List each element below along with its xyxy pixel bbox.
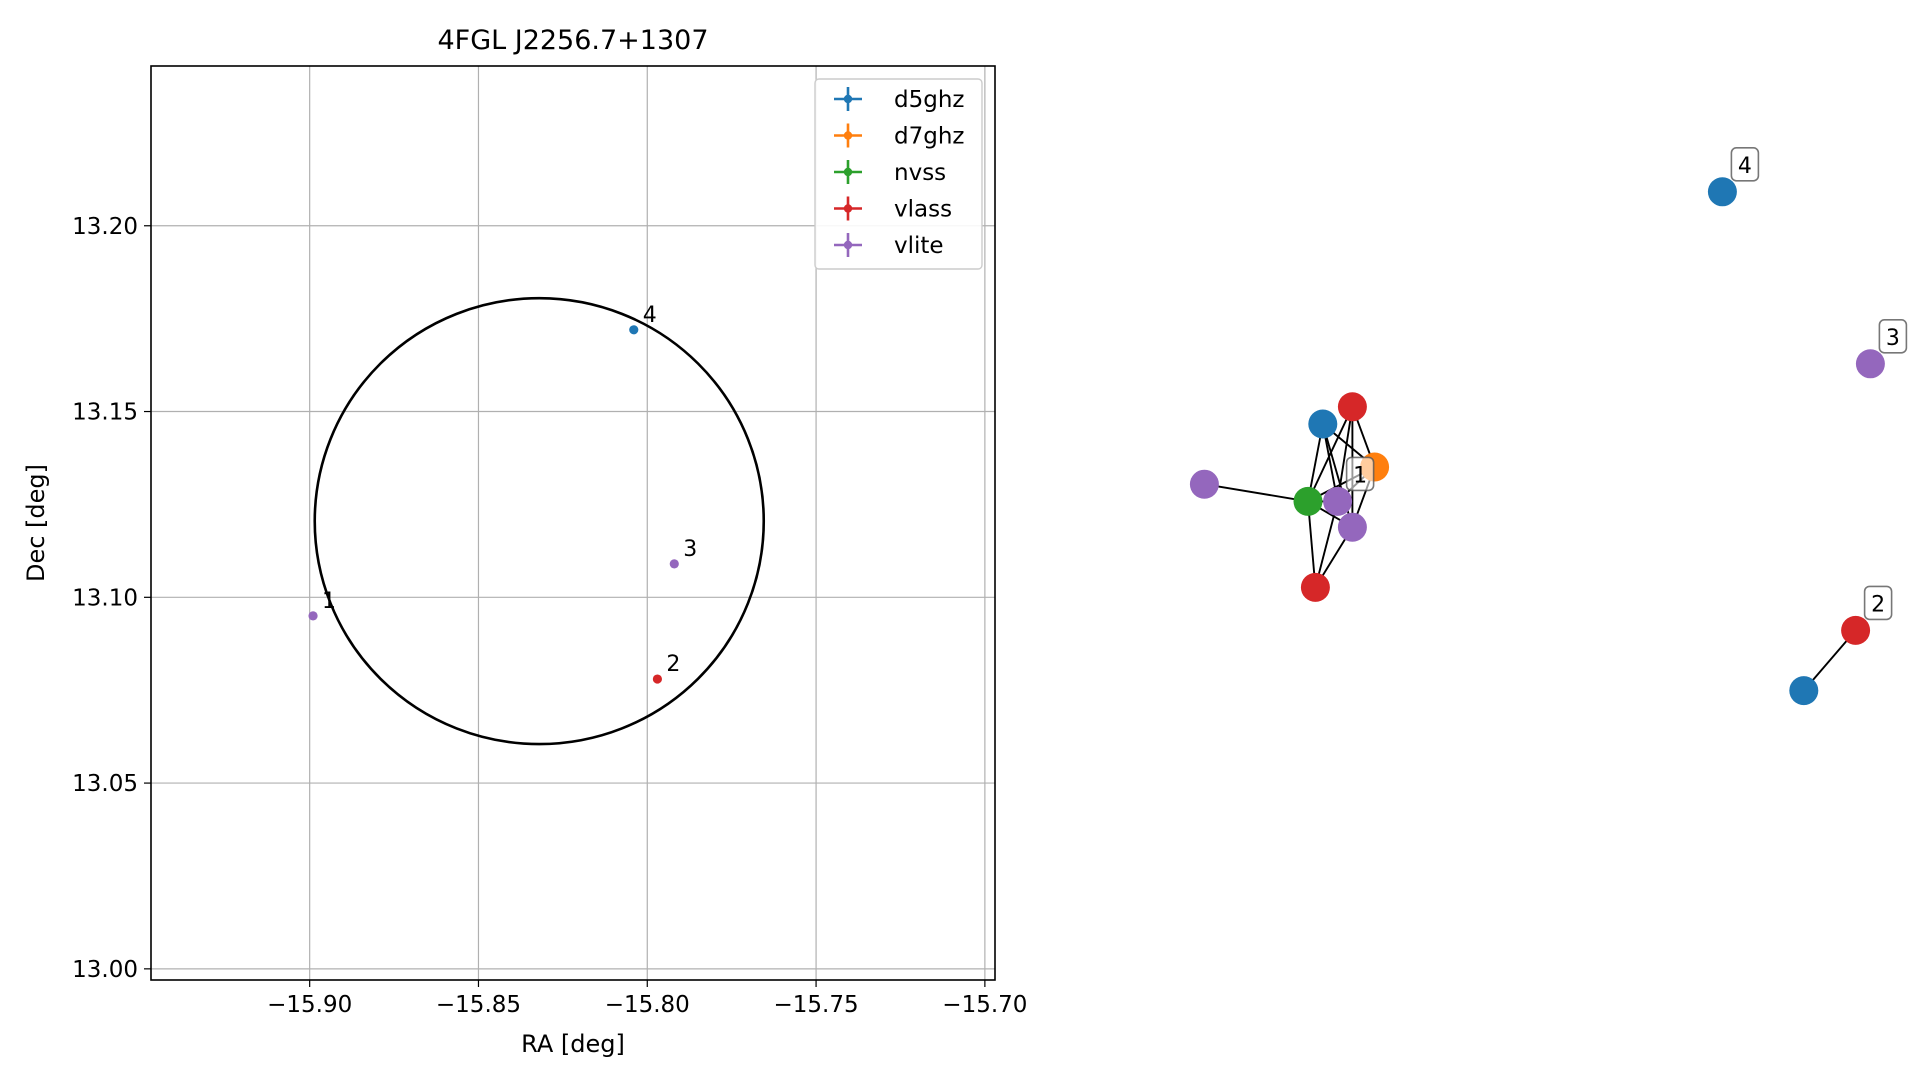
- network-edge: [1307, 406, 1354, 502]
- network-labels: 1 4 3 2: [1345, 147, 1908, 621]
- data-point-vlass: [652, 674, 663, 684]
- network-node: [1789, 676, 1819, 706]
- legend-entry-vlass: vlass: [834, 196, 952, 223]
- network-node: [1293, 486, 1323, 516]
- point-label: 2: [666, 652, 680, 677]
- point-label: 3: [683, 537, 697, 562]
- legend-marker-dot: [843, 240, 853, 250]
- x-tick-label: −15.85: [436, 992, 521, 1018]
- legend-marker-dot: [843, 131, 853, 140]
- axes-frame: [150, 65, 996, 981]
- point-label: 4: [643, 303, 657, 328]
- legend-marker-dot: [843, 204, 853, 213]
- legend-marker-dot: [843, 94, 853, 104]
- node-label-box: [1345, 456, 1375, 492]
- y-tick-label: 13.00: [72, 957, 138, 983]
- network-node: [1337, 512, 1367, 542]
- y-tick-label: 13.20: [72, 214, 138, 240]
- data-point-vlite: [669, 559, 679, 569]
- network-node: [1855, 349, 1885, 379]
- legend-label: d7ghz: [894, 124, 964, 150]
- x-tick-label: −15.80: [605, 992, 690, 1018]
- network-node: [1300, 572, 1330, 602]
- legend-entry-nvss: nvss: [834, 160, 946, 186]
- points-layer: 4 2 1 3: [308, 303, 697, 684]
- network-node: [1841, 615, 1871, 645]
- legend-entry-vlite: vlite: [834, 233, 944, 259]
- node-label: 1: [1353, 463, 1367, 488]
- node-label: 4: [1738, 154, 1752, 179]
- network-nodes: [1189, 177, 1885, 706]
- chart-title: 4FGL J2256.7+1307: [437, 25, 708, 56]
- x-axis-label: RA [deg]: [521, 1030, 625, 1058]
- legend-marker-dot: [843, 167, 853, 177]
- tick-layer: −15.90 −15.85 −15.80 −15.75 −15.70 13.00 13.05…: [72, 214, 1027, 1018]
- y-axis-label: Dec [deg]: [22, 464, 50, 582]
- network-node: [1189, 469, 1219, 499]
- y-tick-label: 13.05: [72, 771, 138, 797]
- x-tick-label: −15.90: [267, 992, 352, 1018]
- node-label-box: [1863, 585, 1893, 621]
- legend-label: d5ghz: [894, 87, 964, 113]
- network-edge: [1314, 501, 1339, 588]
- network-node: [1323, 486, 1353, 516]
- y-tick-label: 13.10: [72, 585, 138, 611]
- legend-entry-d7ghz: d7ghz: [834, 123, 964, 150]
- point-label: 1: [322, 589, 336, 614]
- legend-label: vlass: [894, 197, 952, 223]
- error-ellipse: [313, 296, 766, 746]
- legend-box: [814, 78, 983, 270]
- node-label-box: [1730, 147, 1760, 182]
- network-node: [1707, 177, 1737, 207]
- legend-entry-d5ghz: d5ghz: [834, 87, 964, 113]
- network-node: [1337, 392, 1367, 422]
- x-tick-label: −15.70: [942, 992, 1027, 1018]
- ellipse-layer: [313, 296, 766, 746]
- node-label-box: [1878, 318, 1908, 354]
- legend: d5ghz d7ghz nvss vlass vlite: [814, 78, 983, 270]
- network-edge: [1336, 406, 1354, 502]
- network-edge: [1204, 483, 1309, 503]
- x-tick-label: −15.75: [774, 992, 859, 1018]
- data-point-vlite: [308, 611, 318, 621]
- legend-label: nvss: [894, 160, 946, 186]
- node-label: 2: [1871, 592, 1885, 617]
- scatter-panel: 4 2 1 3 −15.90 −15.85 −15.80 −15.75 −15.70 13.00…: [22, 25, 1027, 1058]
- y-tick-label: 13.15: [72, 400, 138, 426]
- network-node: [1308, 409, 1338, 439]
- network-panel: 1 4 3 2: [1189, 147, 1908, 706]
- network-edges: [1204, 406, 1857, 692]
- node-label: 3: [1886, 326, 1900, 351]
- data-point-d5ghz: [629, 325, 639, 335]
- legend-label: vlite: [894, 233, 944, 259]
